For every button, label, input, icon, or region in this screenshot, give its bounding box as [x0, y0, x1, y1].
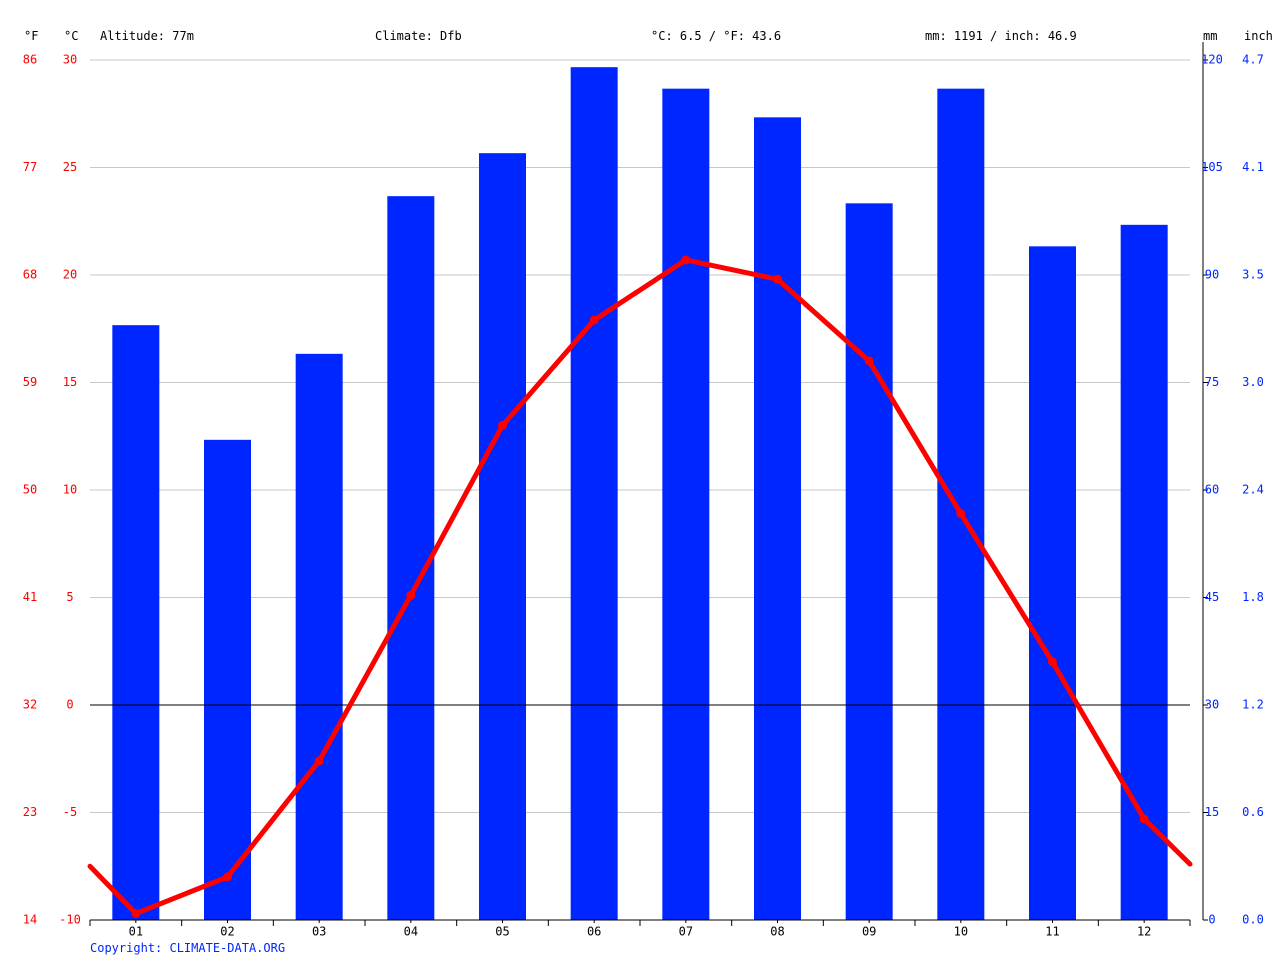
tick-label-inch: 3.0: [1242, 375, 1264, 389]
tick-label-inch: 0.0: [1242, 913, 1264, 927]
tick-label-celsius: 5: [66, 590, 73, 604]
temperature-point: [864, 356, 874, 366]
tick-label-fahrenheit: 59: [23, 375, 37, 389]
precipitation-bar: [387, 196, 435, 920]
tick-label-celsius: 25: [63, 160, 77, 174]
tick-label-month: 11: [1045, 925, 1059, 939]
precipitation-bar: [479, 153, 526, 920]
temperature-polyline: [87, 257, 1193, 917]
altitude-label: Altitude: 77m: [100, 29, 194, 43]
temperature-point: [773, 274, 782, 284]
precipitation-bar: [754, 117, 801, 921]
unit-inch-label: inch: [1244, 29, 1273, 43]
tick-label-celsius: -5: [63, 805, 77, 819]
temperature-point: [681, 255, 691, 265]
temperature-point: [406, 590, 416, 600]
tick-label-mm: 90: [1205, 268, 1219, 282]
tick-label-month: 02: [220, 925, 234, 939]
temperature-point: [1048, 657, 1057, 667]
precipitation-bars: [112, 67, 1168, 921]
temperature-point: [956, 509, 966, 519]
tick-label-month: 07: [679, 925, 693, 939]
precipitation-bar: [112, 325, 160, 921]
tick-label-inch: 4.1: [1242, 160, 1264, 174]
tick-label-month: 05: [495, 925, 509, 939]
tick-label-mm: 0: [1208, 913, 1215, 927]
tick-label-inch: 4.7: [1242, 53, 1264, 67]
temperature-point: [589, 315, 599, 325]
temperature-average-label: °C: 6.5 / °F: 43.6: [651, 29, 781, 43]
copyright-text: Copyright: CLIMATE-DATA.ORG: [90, 941, 285, 955]
unit-fahrenheit-label: °F: [24, 29, 38, 43]
tick-label-celsius: 0: [66, 698, 73, 712]
tick-label-month: 03: [312, 925, 326, 939]
tick-label-celsius: 20: [63, 268, 77, 282]
tick-label-fahrenheit: 68: [23, 268, 37, 282]
tick-label-fahrenheit: 50: [23, 483, 37, 497]
tick-label-mm: 60: [1205, 483, 1219, 497]
tick-label-fahrenheit: 32: [23, 698, 37, 712]
tick-label-fahrenheit: 41: [23, 590, 37, 604]
tick-label-fahrenheit: 23: [23, 805, 37, 819]
tick-label-inch: 0.6: [1242, 805, 1264, 819]
precipitation-bar: [845, 203, 893, 921]
tick-label-month: 01: [129, 925, 143, 939]
tick-labels: 86 30 120 4.777 25 105 4.168 20 90 3.559 15 75 3.050…: [23, 53, 1264, 939]
temperature-line: [87, 255, 1193, 919]
precipitation-bar: [937, 88, 985, 920]
tick-label-inch: 1.8: [1242, 590, 1264, 604]
tick-label-month: 09: [862, 925, 876, 939]
tick-label-inch: 1.2: [1242, 698, 1264, 712]
tick-label-mm: 30: [1205, 698, 1219, 712]
axes-layer: [89, 42, 1208, 926]
tick-label-mm: 120: [1201, 53, 1223, 67]
temperature-point: [131, 909, 141, 919]
tick-label-month: 08: [770, 925, 784, 939]
tick-label-mm: 75: [1205, 375, 1219, 389]
precipitation-bar: [662, 88, 710, 920]
temperature-point: [1139, 814, 1149, 824]
tick-label-mm: 105: [1201, 160, 1223, 174]
tick-label-month: 12: [1137, 925, 1151, 939]
temperature-point: [498, 421, 507, 430]
grid-layer: [90, 59, 1190, 813]
climate-label: Climate: Dfb: [375, 29, 462, 43]
tick-label-inch: 3.5: [1242, 268, 1264, 282]
temperature-point: [314, 756, 324, 766]
temperature-point: [223, 872, 232, 882]
precipitation-bar: [295, 353, 343, 920]
precipitation-bar: [1120, 224, 1168, 921]
tick-label-celsius: 15: [63, 375, 77, 389]
tick-label-fahrenheit: 86: [23, 53, 37, 67]
unit-celsius-label: °C: [64, 29, 78, 43]
tick-label-fahrenheit: 14: [23, 913, 37, 927]
tick-label-celsius: 10: [63, 483, 77, 497]
precipitation-bar: [1029, 246, 1076, 921]
precipitation-bar: [570, 67, 618, 920]
tick-label-celsius: -10: [59, 913, 81, 927]
tick-label-mm: 45: [1205, 590, 1219, 604]
tick-label-month: 06: [587, 925, 601, 939]
unit-mm-label: mm: [1203, 29, 1217, 43]
tick-label-month: 04: [404, 925, 418, 939]
tick-label-inch: 2.4: [1242, 483, 1264, 497]
tick-label-celsius: 30: [63, 53, 77, 67]
precipitation-total-label: mm: 1191 / inch: 46.9: [925, 29, 1077, 43]
tick-label-month: 10: [954, 925, 968, 939]
precipitation-bar: [204, 439, 251, 920]
tick-label-mm: 15: [1205, 805, 1219, 819]
tick-label-fahrenheit: 77: [23, 160, 37, 174]
